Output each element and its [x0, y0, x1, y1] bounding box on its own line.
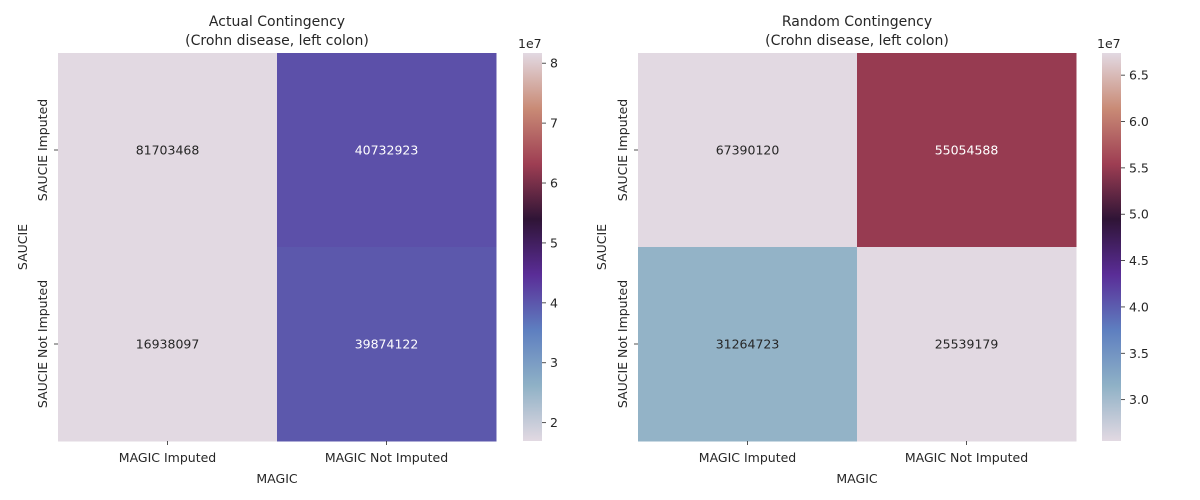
x-tick-label: MAGIC Imputed — [119, 450, 216, 465]
colorbar-exponent: 1e7 — [1097, 36, 1121, 51]
y-tick-label: SAUCIE Not Imputed — [615, 280, 630, 408]
y-tick-label: SAUCIE Imputed — [35, 99, 50, 201]
heatmap-cell — [58, 247, 278, 442]
x-tick-label: MAGIC Not Imputed — [905, 450, 1028, 465]
x-axis-label: MAGIC — [836, 471, 877, 486]
y-axis-ticks: SAUCIE Imputed SAUCIE Not Imputed — [615, 99, 638, 408]
colorbar-tick-label: 3.0 — [1129, 392, 1149, 407]
colorbar-tick-label: 3 — [550, 355, 558, 370]
cell-value-label: 81703468 — [136, 143, 200, 158]
heatmap-cell — [277, 53, 497, 248]
x-axis-label: MAGIC — [256, 471, 297, 486]
colorbar-tick-label: 4.0 — [1129, 299, 1149, 314]
colorbar — [1102, 53, 1121, 441]
panel-title-line2: (Crohn disease, left colon) — [185, 33, 369, 49]
heatmap-panel-random: Random Contingency (Crohn disease, left … — [594, 14, 1149, 486]
colorbar-tick-label: 8 — [550, 56, 558, 71]
cell-value-label: 40732923 — [355, 143, 419, 158]
y-axis-label: SAUCIE — [15, 224, 30, 270]
colorbar-exponent: 1e7 — [518, 36, 542, 51]
heatmap-cell — [58, 53, 278, 248]
colorbar-tick-label: 6.5 — [1129, 68, 1149, 83]
heatmap-cell — [638, 247, 858, 442]
y-axis-label: SAUCIE — [594, 224, 609, 270]
panel-title-line1: Random Contingency — [782, 14, 932, 30]
colorbar-tick-label: 5 — [550, 235, 558, 250]
colorbar-ticks: 3.0 3.5 4.0 4.5 5.0 5.5 6.0 6.5 — [1121, 68, 1149, 407]
x-tick-label: MAGIC Imputed — [699, 450, 796, 465]
colorbar-tick-label: 5.0 — [1129, 207, 1149, 222]
colorbar-tick-label: 3.5 — [1129, 346, 1149, 361]
cell-value-label: 55054588 — [935, 143, 999, 158]
colorbar-tick-label: 2 — [550, 415, 558, 430]
cell-value-label: 67390120 — [716, 143, 780, 158]
heatmap-cells: 81703468 40732923 16938097 39874122 — [58, 53, 497, 442]
x-tick-label: MAGIC Not Imputed — [325, 450, 448, 465]
colorbar — [523, 53, 542, 441]
x-axis-ticks: MAGIC Imputed MAGIC Not Imputed — [699, 441, 1028, 465]
cell-value-label: 31264723 — [716, 337, 780, 352]
cell-value-label: 16938097 — [136, 337, 200, 352]
colorbar-tick-label: 4 — [550, 295, 558, 310]
y-tick-label: SAUCIE Not Imputed — [35, 280, 50, 408]
colorbar-tick-label: 4.5 — [1129, 253, 1149, 268]
colorbar-tick-label: 6 — [550, 176, 558, 191]
heatmap-cell — [857, 53, 1077, 248]
y-axis-ticks: SAUCIE Imputed SAUCIE Not Imputed — [35, 99, 58, 408]
colorbar-ticks: 2 3 4 5 6 7 8 — [542, 56, 558, 430]
y-tick-label: SAUCIE Imputed — [615, 99, 630, 201]
heatmap-cell — [857, 247, 1077, 442]
colorbar-tick-label: 5.5 — [1129, 160, 1149, 175]
colorbar-tick-label: 6.0 — [1129, 114, 1149, 129]
heatmap-cell — [638, 53, 858, 248]
cell-value-label: 25539179 — [935, 337, 999, 352]
colorbar-tick-label: 7 — [550, 116, 558, 131]
heatmap-cells: 67390120 55054588 31264723 25539179 — [638, 53, 1077, 442]
heatmap-cell — [277, 247, 497, 442]
panel-title-line1: Actual Contingency — [209, 14, 345, 30]
panel-title-line2: (Crohn disease, left colon) — [765, 33, 949, 49]
x-axis-ticks: MAGIC Imputed MAGIC Not Imputed — [119, 441, 448, 465]
cell-value-label: 39874122 — [355, 337, 419, 352]
heatmap-panel-actual: Actual Contingency (Crohn disease, left … — [15, 14, 558, 486]
